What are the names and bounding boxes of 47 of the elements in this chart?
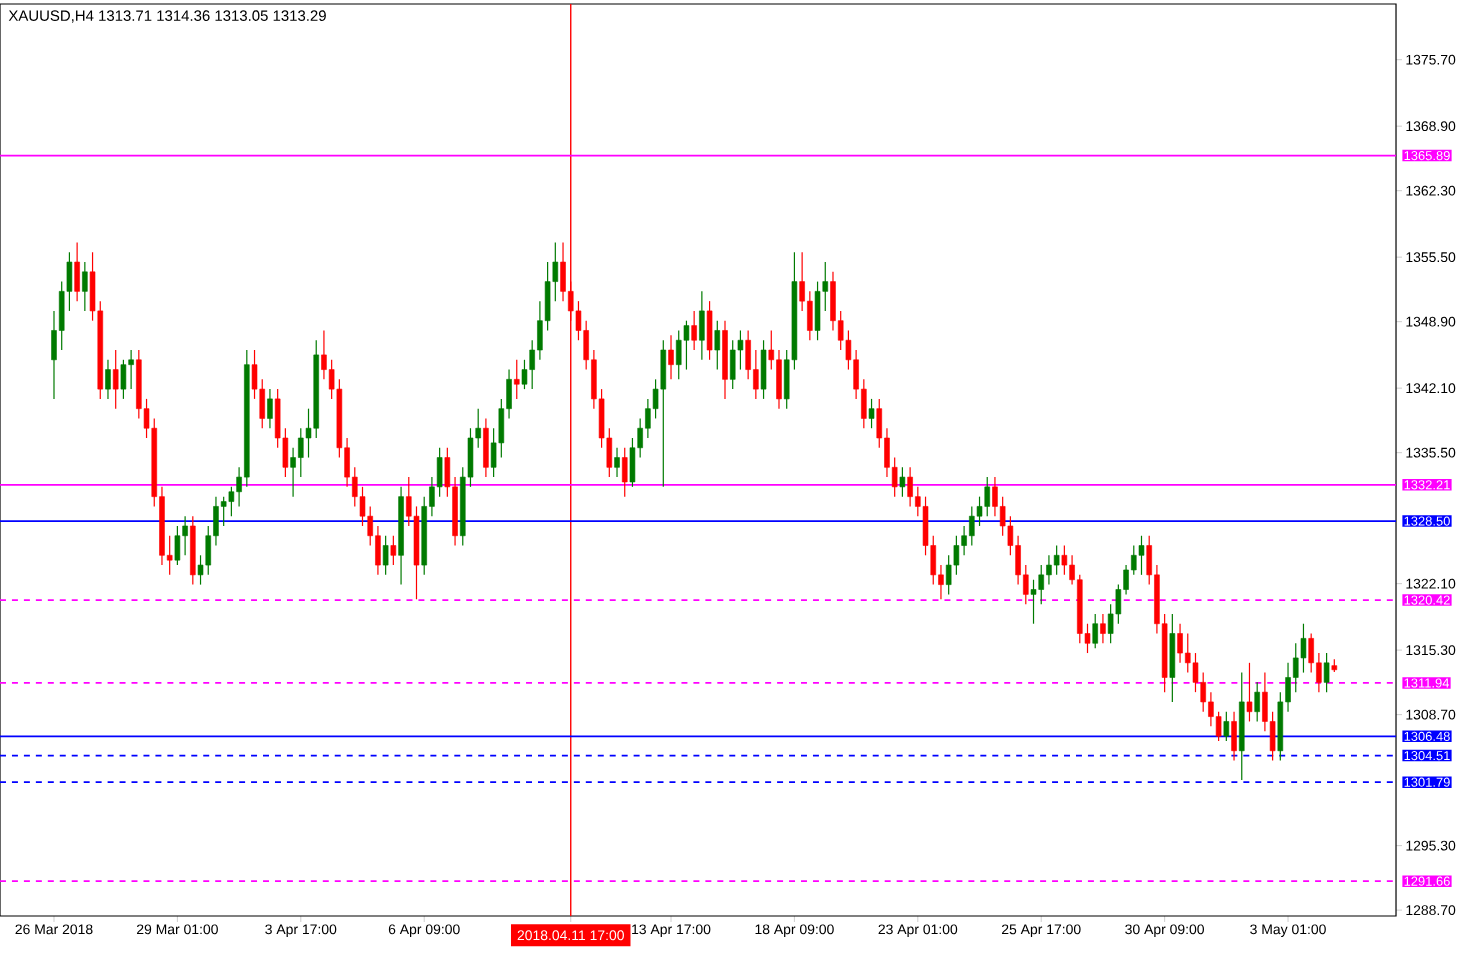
candlestick	[74, 241, 80, 302]
candlestick	[267, 388, 273, 429]
candlestick	[691, 310, 697, 351]
candlestick	[714, 320, 721, 371]
candlestick	[182, 515, 188, 556]
candlestick	[969, 505, 975, 547]
candlestick	[814, 280, 821, 341]
candlestick	[776, 349, 782, 410]
candlestick	[128, 349, 134, 390]
candlestick	[112, 349, 119, 410]
candlestick	[390, 535, 397, 566]
candlestick	[907, 466, 913, 508]
candlestick	[1177, 623, 1183, 664]
candlestick	[1323, 652, 1330, 693]
candlestick	[1061, 544, 1068, 576]
candlestick	[513, 359, 520, 400]
candlestick	[1053, 544, 1060, 576]
candlestick	[105, 359, 111, 400]
candlestick	[1092, 613, 1098, 649]
candlestick	[82, 261, 88, 312]
candlestick	[298, 427, 304, 478]
candlestick	[621, 447, 628, 498]
candlestick	[760, 339, 767, 400]
candlestick	[1300, 623, 1307, 674]
candlestick	[382, 535, 389, 576]
candlestick	[1030, 579, 1037, 625]
candlestick	[868, 398, 875, 429]
candlestick	[699, 290, 705, 361]
candlestick	[614, 447, 620, 478]
candlestick	[1246, 662, 1253, 723]
candlestick	[675, 329, 682, 380]
candlestick	[668, 334, 674, 380]
candlestick	[899, 466, 906, 498]
candlestick	[483, 417, 489, 478]
candlestick	[1046, 554, 1052, 586]
candlestick	[1169, 613, 1176, 703]
candlestick	[1100, 613, 1106, 644]
candlestick	[1223, 711, 1230, 742]
candlestick	[729, 339, 736, 390]
candlestick	[1138, 535, 1145, 576]
candlestick	[984, 476, 990, 517]
candlestick	[1231, 711, 1237, 762]
candlestick	[706, 300, 713, 361]
candlestick	[683, 320, 690, 371]
candlestick	[1038, 564, 1044, 605]
candlestick	[660, 339, 667, 488]
candlestick	[1254, 681, 1260, 723]
